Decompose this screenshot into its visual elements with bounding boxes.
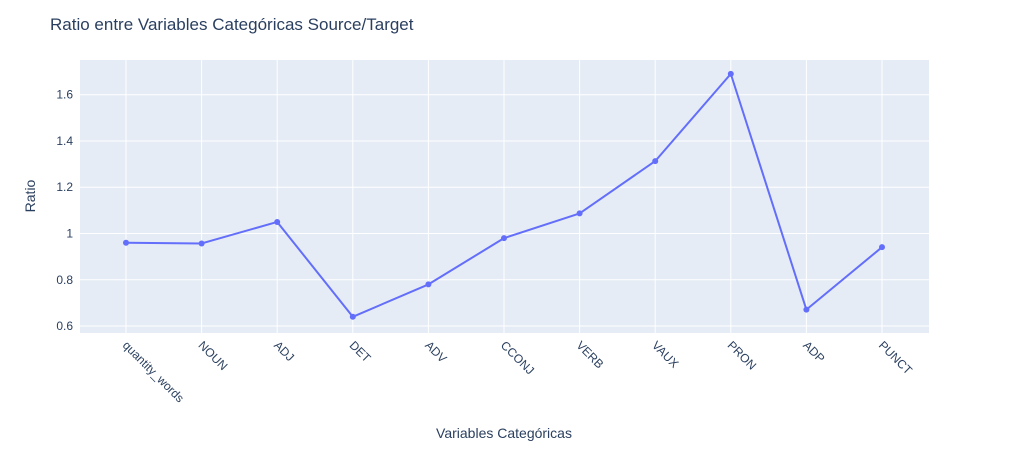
x-tick-label: PRON xyxy=(725,338,759,372)
series-group xyxy=(123,70,885,320)
data-point xyxy=(727,70,734,77)
x-gridlines xyxy=(125,60,883,333)
data-point xyxy=(425,281,432,288)
data-point xyxy=(198,240,205,247)
data-point xyxy=(803,306,810,313)
x-tick-label: CCONJ xyxy=(498,338,537,377)
data-point xyxy=(652,158,659,165)
x-tick-label: quantity_words xyxy=(120,338,187,405)
y-tick-label: 0.8 xyxy=(56,273,73,287)
data-point xyxy=(123,239,129,246)
y-tick-label: 1.2 xyxy=(56,180,73,194)
x-tick-label: PUNCT xyxy=(876,338,916,378)
x-tick-label: ADJ xyxy=(271,338,297,364)
y-tick-label: 1.6 xyxy=(56,88,73,102)
data-point xyxy=(274,218,281,225)
x-tick-label: DET xyxy=(347,338,374,365)
y-tick-label: 1.4 xyxy=(56,134,73,148)
y-tick-label: 0.6 xyxy=(56,319,73,333)
x-tick-labels: quantity_words NOUN ADJ DET ADV CCONJ VERB VAUX… xyxy=(120,338,916,405)
y-axis-title: Ratio xyxy=(22,179,38,212)
x-tick-label: NOUN xyxy=(195,338,230,373)
data-point xyxy=(349,313,356,320)
x-tick-label: VERB xyxy=(573,338,606,371)
data-point xyxy=(879,244,885,251)
x-tick-label: VAUX xyxy=(649,338,681,370)
chart-title: Ratio entre Variables Categóricas Source… xyxy=(50,15,414,34)
x-tick-label: ADV xyxy=(422,338,449,365)
data-point xyxy=(576,210,583,217)
data-point xyxy=(501,235,507,242)
x-tick-label: ADP xyxy=(800,338,827,365)
y-tick-labels: 0.6 0.8 1 1.2 1.4 1.6 xyxy=(56,88,73,333)
x-axis-title: Variables Categóricas xyxy=(436,425,572,441)
y-tick-label: 1 xyxy=(66,227,73,241)
